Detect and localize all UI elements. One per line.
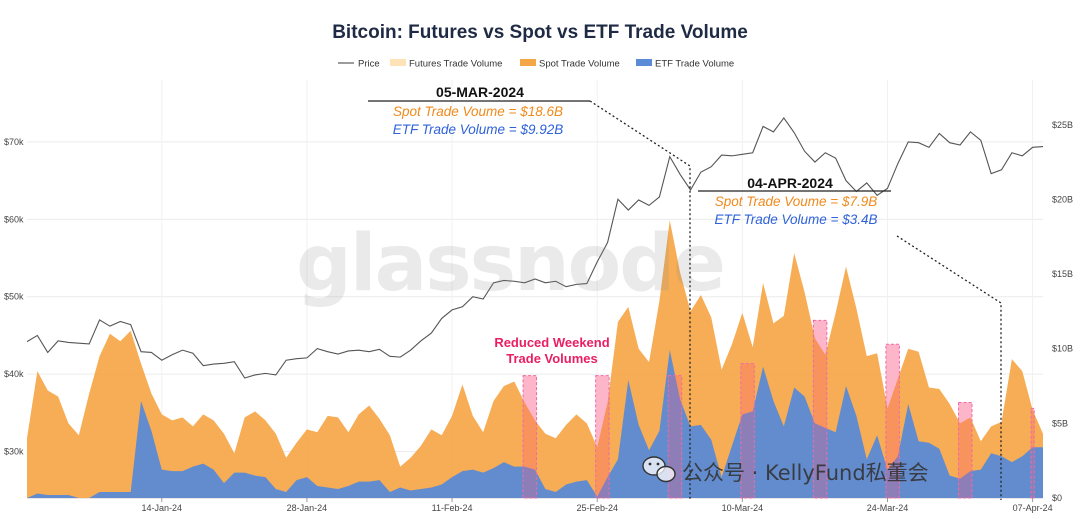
footer-brand: 公众号 · KellyFund私董会 xyxy=(642,456,929,485)
weekend-highlight-box xyxy=(958,401,973,499)
left-tick-label: $40k xyxy=(4,369,24,379)
legend: Price Futures Trade Volume Spot Trade Vo… xyxy=(338,59,734,70)
x-axis-ticks: 14-Jan-24 28-Jan-24 11-Feb-24 25-Feb-24 10-M… xyxy=(142,498,1053,513)
x-tick-label: 25-Feb-24 xyxy=(576,503,618,513)
legend-label-spot: Spot Trade Volume xyxy=(539,59,620,70)
wechat-icon xyxy=(642,456,676,483)
x-tick-label: 07-Apr-24 xyxy=(1013,503,1053,513)
annotation-box-04-apr: 04-APR-2024 Spot Trade Voume = $7.9B ETF… xyxy=(698,175,1002,500)
legend-label-futures: Futures Trade Volume xyxy=(409,59,502,70)
annotation-leader-2 xyxy=(896,235,1002,500)
annotation-box-05-mar: 05-MAR-2024 Spot Trade Voume = $18.6B ET… xyxy=(368,84,691,500)
annotation-spot-1: Spot Trade Voume = $18.6B xyxy=(393,104,563,119)
annotation-etf-1: ETF Trade Volume = $9.92B xyxy=(393,122,563,137)
right-tick-label: $20B xyxy=(1052,194,1073,204)
weekend-highlight-box xyxy=(595,375,610,499)
weekend-label-line1: Reduced Weekend xyxy=(494,335,609,350)
weekend-highlight-box xyxy=(740,363,755,499)
x-tick-label: 10-Mar-24 xyxy=(722,503,764,513)
annotation-date-1: 05-MAR-2024 xyxy=(436,84,524,100)
right-tick-label: $0 xyxy=(1052,493,1062,503)
annotation-etf-2: ETF Trade Volume = $3.4B xyxy=(715,212,878,227)
weekend-label-line2: Trade Volumes xyxy=(506,351,598,366)
left-tick-label: $50k xyxy=(4,292,24,302)
chart-title: Bitcoin: Futures vs Spot vs ETF Trade Vo… xyxy=(332,22,748,43)
right-axis-ticks: $0 $5B $10B $15B $20B $25B xyxy=(1052,120,1073,503)
annotation-date-2: 04-APR-2024 xyxy=(747,175,833,191)
weekend-highlight-box xyxy=(812,319,828,499)
etf-volume-area xyxy=(27,349,1043,498)
right-tick-label: $5B xyxy=(1052,418,1068,428)
weekend-highlight-box xyxy=(1030,407,1035,499)
weekend-highlight-box xyxy=(885,343,900,499)
annotation-spot-2: Spot Trade Voume = $7.9B xyxy=(715,194,877,209)
x-tick-label: 24-Mar-24 xyxy=(867,503,909,513)
x-tick-label: 14-Jan-24 xyxy=(142,503,183,513)
x-tick-label: 28-Jan-24 xyxy=(287,503,328,513)
right-tick-label: $15B xyxy=(1052,269,1073,279)
legend-label-price: Price xyxy=(358,59,380,70)
left-tick-label: $70k xyxy=(4,137,24,147)
right-tick-label: $10B xyxy=(1052,344,1073,354)
legend-label-etf: ETF Trade Volume xyxy=(655,59,734,70)
x-tick-label: 11-Feb-24 xyxy=(432,503,473,513)
footer-brand-text: 公众号 · KellyFund私董会 xyxy=(682,461,929,485)
weekend-highlight-box xyxy=(522,375,538,499)
left-tick-label: $60k xyxy=(4,214,24,224)
right-tick-label: $25B xyxy=(1052,120,1073,130)
left-tick-label: $30k xyxy=(4,447,24,457)
watermark-glassnode: glassnode xyxy=(296,219,724,309)
volume-areas xyxy=(27,220,1043,498)
left-axis-ticks: $30k $40k $50k $60k $70k xyxy=(4,137,24,457)
